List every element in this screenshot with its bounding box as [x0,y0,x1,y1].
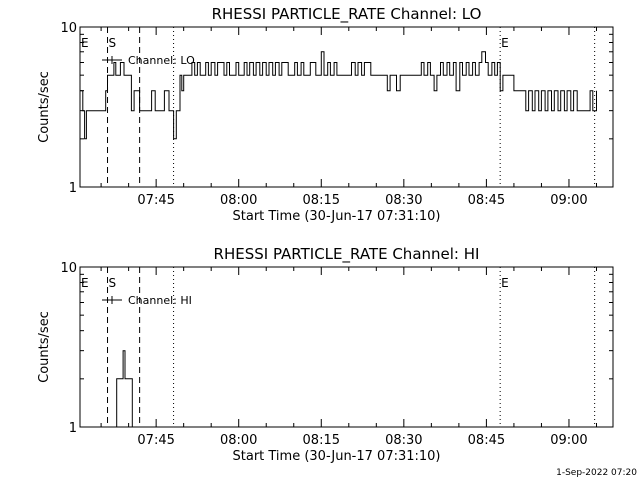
series-line [115,350,133,428]
x-tick-label: 09:00 [550,193,587,208]
event-marker-label: S [109,36,117,50]
y-tick-label: 10 [60,261,77,276]
legend-entry: Channel: LO [128,54,195,67]
x-tick-label: 09:00 [550,433,587,448]
x-tick-label: 08:30 [385,433,422,448]
chart-title: RHESSI PARTICLE_RATE Channel: LO [212,5,482,24]
legend-entry: Channel: HI [128,294,192,307]
lo-channel-panel: RHESSI PARTICLE_RATE Channel: LO 1 10 07:45… [37,5,614,224]
event-marker-label: E [501,276,509,290]
chart-title: RHESSI PARTICLE_RATE Channel: HI [214,245,480,264]
x-tick-label: 08:15 [303,193,340,208]
hi-channel-panel: RHESSI PARTICLE_RATE Channel: HI 1 10 07:45… [37,245,614,464]
x-tick-label: 08:30 [385,193,422,208]
x-tick-label: 07:45 [137,193,174,208]
event-marker-label: E [81,276,89,290]
y-tick-label: 10 [60,21,77,36]
y-tick-label: 1 [69,421,77,436]
x-tick-label: 07:45 [137,433,174,448]
plot-frame [79,266,614,428]
x-axis-label: Start Time (30-Jun-17 07:31:10) [233,209,441,224]
plot-date-footer: 1-Sep-2022 07:20 [556,468,637,478]
y-tick-label: 1 [69,181,77,196]
x-axis-label: Start Time (30-Jun-17 07:31:10) [233,449,441,464]
x-tick-label: 08:00 [220,193,257,208]
series-line [80,51,597,140]
x-tick-label: 08:45 [468,433,505,448]
x-tick-label: 08:00 [220,433,257,448]
y-axis-label: Counts/sec [37,311,52,383]
x-tick-label: 08:45 [468,193,505,208]
event-marker-label: S [109,276,117,290]
plot-frame [79,26,614,188]
event-marker-label: E [81,36,89,50]
y-axis-label: Counts/sec [37,71,52,143]
event-marker-label: E [501,36,509,50]
x-tick-label: 08:15 [303,433,340,448]
